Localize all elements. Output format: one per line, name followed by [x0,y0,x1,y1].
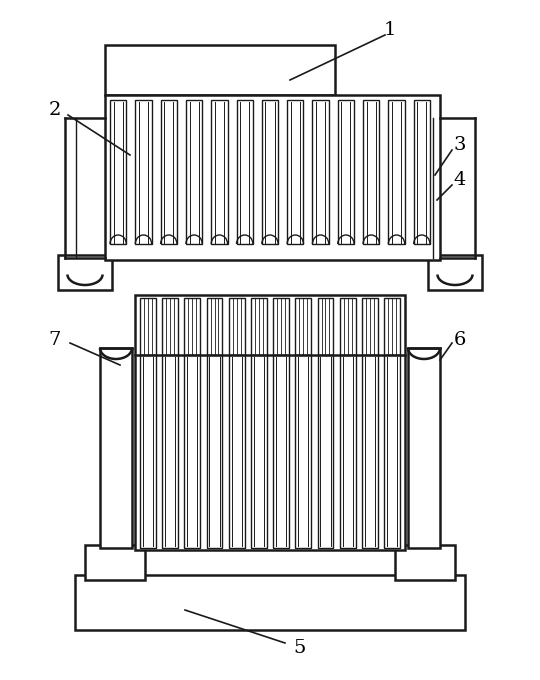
Bar [105,95,440,260]
Text: 2: 2 [49,101,61,119]
Bar [388,100,404,244]
Bar [105,45,335,95]
Bar [140,298,156,355]
Bar [273,355,289,548]
Bar [262,100,278,244]
Bar [338,100,354,244]
Bar [340,355,356,548]
Bar [414,100,430,244]
Text: 6: 6 [454,331,466,349]
Bar [318,355,333,548]
Bar [160,100,177,244]
Bar [295,355,311,548]
Bar [75,575,465,630]
Bar [184,298,200,355]
Bar [162,355,178,548]
Text: 1: 1 [384,21,396,39]
Text: 4: 4 [454,171,466,189]
Bar [313,100,329,244]
Bar [362,355,378,548]
Bar [110,100,126,244]
Bar [184,355,200,548]
Text: 5: 5 [294,639,306,657]
Bar [135,295,405,550]
Bar [340,298,356,355]
Bar [251,298,267,355]
Bar [58,255,112,290]
Bar [273,298,289,355]
Bar [428,255,482,290]
Bar [251,355,267,548]
Bar [140,355,156,548]
Bar [100,348,132,548]
Bar [229,355,245,548]
Bar [408,348,440,548]
Bar [295,298,311,355]
Bar [363,100,380,244]
Bar [237,100,253,244]
Bar [162,298,178,355]
Bar [186,100,202,244]
Bar [136,100,152,244]
Text: 3: 3 [454,136,466,154]
Bar [384,298,400,355]
Bar [384,355,400,548]
Bar [229,298,245,355]
Bar [207,298,222,355]
Bar [395,545,455,580]
Bar [318,298,333,355]
Bar [207,355,222,548]
Bar [287,100,303,244]
Bar [211,100,227,244]
Bar [85,545,145,580]
Bar [362,298,378,355]
Text: 7: 7 [49,331,61,349]
